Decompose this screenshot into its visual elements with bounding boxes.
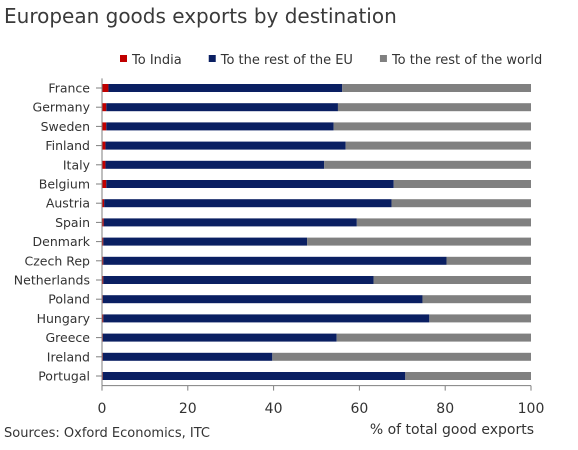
category-label-hungary: Hungary <box>37 311 91 326</box>
legend-label-to-the-rest-of-the-eu: To the rest of the EU <box>220 53 353 68</box>
bar-belgium-to-india <box>102 180 107 188</box>
bar-france-to-the-rest-of-the-world <box>342 84 531 92</box>
bar-italy-to-india <box>102 160 106 169</box>
bar-finland-to-the-rest-of-the-eu <box>105 141 346 150</box>
bar-sweden-to-the-rest-of-the-world <box>333 122 531 131</box>
bar-sweden-to-india <box>102 122 107 131</box>
legend-swatch-to-india <box>120 55 127 62</box>
bar-denmark-to-the-rest-of-the-world <box>307 237 531 246</box>
bar-finland-to-the-rest-of-the-world <box>345 141 531 150</box>
bar-germany-to-india <box>102 103 107 112</box>
bar-belgium-to-the-rest-of-the-world <box>393 180 531 188</box>
category-label-netherlands: Netherlands <box>14 273 90 288</box>
bar-denmark-to-the-rest-of-the-eu <box>103 237 308 246</box>
bar-ireland-to-the-rest-of-the-eu <box>102 352 273 361</box>
bar-france-to-india <box>102 84 109 92</box>
bar-hungary-to-the-rest-of-the-eu <box>103 314 430 323</box>
x-axis-label: % of total good exports <box>370 422 534 438</box>
bar-sweden-to-the-rest-of-the-eu <box>106 122 334 131</box>
bar-netherlands-to-india <box>102 276 104 284</box>
bar-finland-to-india <box>102 141 106 150</box>
bar-austria-to-the-rest-of-the-world <box>391 199 531 208</box>
legend-label-to-the-rest-of-the-world: To the rest of the world <box>391 53 542 68</box>
category-label-spain: Spain <box>55 215 90 230</box>
bar-italy-to-the-rest-of-the-world <box>324 160 531 169</box>
bar-spain-to-the-rest-of-the-world <box>356 218 531 227</box>
category-label-france: France <box>48 81 90 96</box>
bar-netherlands-to-the-rest-of-the-world <box>373 276 531 284</box>
x-tick-label-100: 100 <box>518 401 545 417</box>
bar-czech-rep-to-the-rest-of-the-world <box>446 256 531 265</box>
bar-austria-to-india <box>102 199 105 208</box>
bar-ireland-to-the-rest-of-the-world <box>272 352 531 361</box>
legend-label-to-india: To India <box>131 53 182 68</box>
bar-denmark-to-india <box>102 237 104 246</box>
bar-spain-to-india <box>102 218 104 227</box>
bar-netherlands-to-the-rest-of-the-eu <box>103 276 374 284</box>
category-label-germany: Germany <box>33 100 91 115</box>
category-label-portugal: Portugal <box>38 369 90 384</box>
bar-czech-rep-to-the-rest-of-the-eu <box>103 256 447 265</box>
category-label-greece: Greece <box>46 330 91 345</box>
category-label-poland: Poland <box>48 292 90 307</box>
category-label-ireland: Ireland <box>47 349 90 364</box>
bar-germany-to-the-rest-of-the-world <box>337 103 531 112</box>
legend-swatch-to-the-rest-of-the-eu <box>208 55 216 62</box>
category-label-austria: Austria <box>46 196 90 211</box>
bar-poland-to-the-rest-of-the-eu <box>102 295 423 304</box>
category-label-belgium: Belgium <box>39 177 90 192</box>
bar-germany-to-the-rest-of-the-eu <box>106 103 338 112</box>
category-label-italy: Italy <box>63 157 91 172</box>
bar-greece-to-the-rest-of-the-eu <box>102 333 337 342</box>
bar-austria-to-the-rest-of-the-eu <box>104 199 392 208</box>
bar-czech-rep-to-india <box>102 256 104 265</box>
x-tick-label-20: 20 <box>179 401 197 417</box>
category-label-sweden: Sweden <box>41 119 90 134</box>
bar-greece-to-the-rest-of-the-world <box>336 333 531 342</box>
x-tick-label-80: 80 <box>436 401 454 417</box>
bar-belgium-to-the-rest-of-the-eu <box>106 180 394 188</box>
chart-title: European goods exports by destination <box>4 4 397 28</box>
bar-poland-to-the-rest-of-the-world <box>422 295 531 304</box>
x-tick-label-40: 40 <box>265 401 283 417</box>
bar-hungary-to-india <box>102 314 104 323</box>
bar-italy-to-the-rest-of-the-eu <box>105 160 325 169</box>
legend-swatch-to-the-rest-of-the-world <box>379 55 387 62</box>
bar-portugal-to-the-rest-of-the-eu <box>102 372 406 380</box>
bar-france-to-the-rest-of-the-eu <box>108 84 343 92</box>
source-note: Sources: Oxford Economics, ITC <box>4 426 210 441</box>
bar-hungary-to-the-rest-of-the-world <box>429 314 531 323</box>
bar-portugal-to-the-rest-of-the-world <box>405 372 531 380</box>
category-label-denmark: Denmark <box>33 234 91 249</box>
bar-spain-to-the-rest-of-the-eu <box>103 218 357 227</box>
category-label-czech-rep: Czech Rep <box>25 253 91 268</box>
x-tick-label-60: 60 <box>350 401 368 417</box>
category-label-finland: Finland <box>45 138 90 153</box>
x-tick-label-0: 0 <box>98 401 107 417</box>
